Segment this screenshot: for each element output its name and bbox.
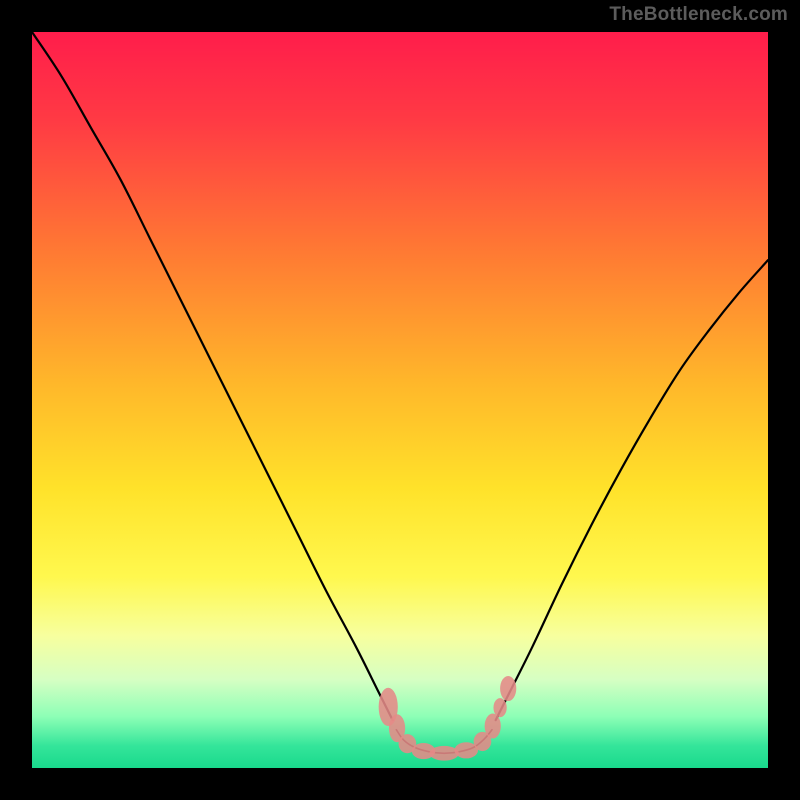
- chart-frame: TheBottleneck.com: [0, 0, 800, 800]
- chart-svg: [32, 32, 768, 768]
- marker-9: [500, 676, 516, 701]
- marker-4: [429, 746, 458, 761]
- marker-8: [493, 698, 506, 717]
- attribution-text: TheBottleneck.com: [609, 4, 788, 26]
- plot-area: [32, 32, 768, 768]
- gradient-background: [32, 32, 768, 768]
- marker-7: [485, 714, 501, 739]
